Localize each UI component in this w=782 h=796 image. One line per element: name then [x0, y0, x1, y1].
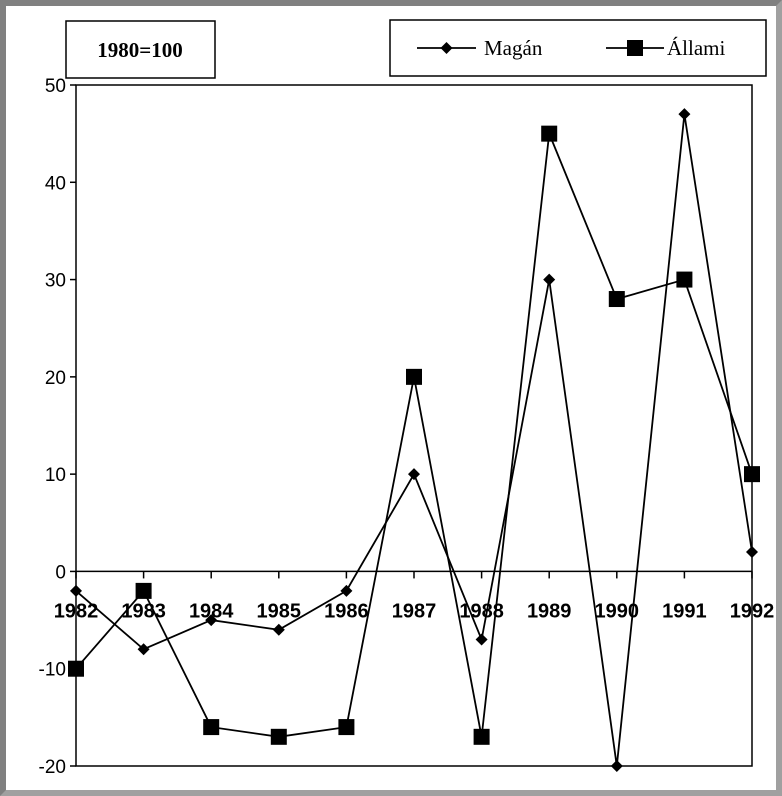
x-tick-label: 1988: [459, 600, 504, 622]
legend: Magán Állami: [389, 19, 767, 77]
x-tick-label: 1991: [662, 600, 707, 622]
data-point: [473, 728, 490, 745]
data-point: [746, 545, 758, 558]
data-point: [338, 719, 355, 736]
y-tick-label: 40: [45, 173, 66, 194]
data-point: [676, 271, 693, 288]
y-tick-label: 30: [45, 271, 66, 292]
series-layer: [68, 108, 760, 772]
legend-item-magan: Magán: [417, 36, 543, 60]
y-tick-label: 20: [45, 368, 66, 389]
y-tick-label: 50: [45, 76, 66, 97]
x-tick-label: 1986: [324, 600, 369, 622]
y-tick-label: -20: [39, 757, 66, 778]
data-point: [406, 368, 422, 385]
x-tick-label: 1982: [54, 600, 99, 622]
x-tick-label: 1984: [189, 600, 234, 622]
series-line: [75, 114, 753, 767]
legend-label: Állami: [667, 36, 725, 60]
data-point: [70, 584, 82, 597]
data-point: [135, 582, 152, 599]
data-point: [541, 125, 558, 142]
data-point: [744, 466, 760, 483]
x-axis: 1982 1983 1984 1985 1986 1987 1988 1989 1990 1991…: [54, 571, 775, 622]
legend-marker: [627, 40, 643, 56]
legend-label: Magán: [484, 36, 543, 60]
data-point: [68, 660, 84, 677]
base-year-annotation: 1980=100: [97, 38, 182, 62]
data-point: [408, 468, 420, 481]
data-point: [543, 273, 556, 286]
series-magan: [70, 108, 758, 772]
x-tick-label: 1983: [121, 600, 166, 622]
data-point: [137, 643, 150, 656]
y-tick-label: -10: [39, 660, 66, 681]
legend-marker: [440, 42, 453, 54]
y-tick-label: 10: [45, 465, 66, 486]
series-allami: [68, 125, 760, 745]
data-point: [475, 633, 488, 646]
data-point: [340, 584, 353, 597]
annotation-box: 1980=100: [65, 20, 216, 79]
data-point: [610, 760, 623, 772]
x-tick-label: 1987: [392, 600, 437, 622]
x-tick-label: 1989: [527, 600, 572, 622]
data-point: [203, 719, 220, 736]
plot-area: [75, 84, 753, 767]
data-point: [678, 108, 691, 121]
y-axis: 50 40 30 20 10 0 -10 -20: [39, 76, 76, 778]
data-point: [270, 728, 287, 745]
x-tick-label: 1990: [595, 600, 640, 622]
y-tick-label: 0: [55, 562, 66, 583]
data-point: [272, 623, 285, 636]
legend-item-allami: Állami: [606, 36, 725, 60]
x-tick-label: 1992: [730, 600, 775, 622]
x-tick-label: 1985: [257, 600, 302, 622]
data-point: [205, 614, 218, 627]
data-point: [608, 291, 625, 308]
